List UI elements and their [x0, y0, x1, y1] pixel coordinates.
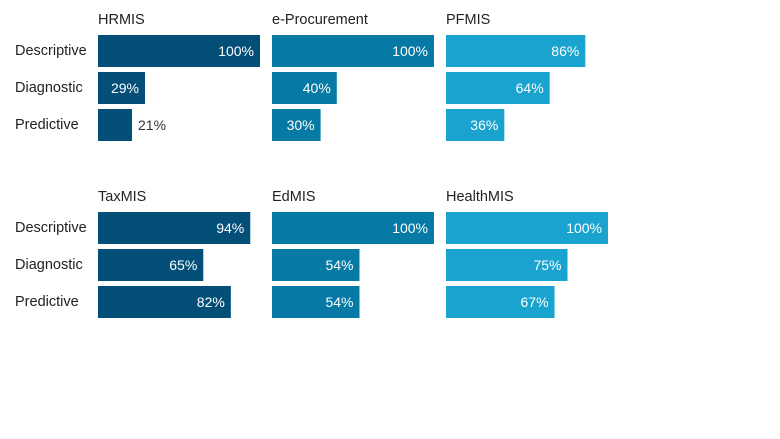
bar-healthmis-predictive	[446, 286, 555, 318]
value-label-edmis-predictive: 54%	[325, 294, 353, 310]
bar-e-procurement-predictive	[272, 109, 321, 141]
panel-title-edmis: EdMIS	[272, 189, 316, 205]
panel-title-hrmis: HRMIS	[98, 12, 145, 28]
panel-taxmis: TaxMIS 94% 65% 82%	[98, 189, 251, 318]
value-label-taxmis-descriptive: 94%	[216, 220, 244, 236]
value-label-healthmis-predictive: 67%	[521, 294, 549, 310]
panel-e-procurement: e-Procurement 100% 40% 30%	[272, 12, 434, 141]
row-label-predictive: Predictive	[15, 117, 79, 133]
bar-hrmis-predictive	[98, 109, 133, 141]
value-label-taxmis-predictive: 82%	[197, 294, 225, 310]
bar-edmis-predictive	[272, 286, 360, 318]
bar-edmis-descriptive	[272, 212, 434, 244]
bar-edmis-diagnostic	[272, 249, 360, 281]
value-label-hrmis-predictive: 21%	[138, 117, 166, 133]
value-label-hrmis-descriptive: 100%	[218, 43, 254, 59]
value-label-pfmis-descriptive: 86%	[551, 43, 579, 59]
panel-title-healthmis: HealthMIS	[446, 189, 514, 205]
bar-e-procurement-descriptive	[272, 35, 434, 67]
bar-e-procurement-diagnostic	[272, 72, 337, 104]
value-label-hrmis-diagnostic: 29%	[111, 80, 139, 96]
row-label-descriptive: Descriptive	[15, 43, 87, 59]
row-label-predictive: Predictive	[15, 294, 79, 310]
value-label-e-procurement-diagnostic: 40%	[303, 80, 331, 96]
row-label-diagnostic: Diagnostic	[15, 80, 83, 96]
value-label-e-procurement-predictive: 30%	[287, 117, 315, 133]
panel-title-taxmis: TaxMIS	[98, 189, 146, 205]
value-label-taxmis-diagnostic: 65%	[169, 257, 197, 273]
value-label-pfmis-predictive: 36%	[470, 117, 498, 133]
value-label-e-procurement-descriptive: 100%	[392, 43, 428, 59]
bar-pfmis-predictive	[446, 109, 505, 141]
panel-pfmis: PFMIS 86% 64% 36%	[446, 12, 586, 141]
value-label-pfmis-diagnostic: 64%	[516, 80, 544, 96]
value-label-edmis-descriptive: 100%	[392, 220, 428, 236]
row-label-diagnostic: Diagnostic	[15, 257, 83, 273]
bar-pfmis-descriptive	[446, 35, 586, 67]
bar-taxmis-predictive	[98, 286, 231, 318]
panel-hrmis: HRMIS 100% 29% 21%	[98, 12, 260, 141]
panel-title-pfmis: PFMIS	[446, 12, 490, 28]
row-label-descriptive: Descriptive	[15, 220, 87, 236]
panel-healthmis: HealthMIS 100% 75% 67%	[446, 189, 608, 318]
panel-edmis: EdMIS 100% 54% 54%	[272, 189, 434, 318]
panel-title-e-procurement: e-Procurement	[272, 12, 368, 28]
bar-hrmis-descriptive	[98, 35, 260, 67]
bar-taxmis-diagnostic	[98, 249, 204, 281]
bar-taxmis-descriptive	[98, 212, 251, 244]
value-label-edmis-diagnostic: 54%	[325, 257, 353, 273]
value-label-healthmis-descriptive: 100%	[566, 220, 602, 236]
bar-pfmis-diagnostic	[446, 72, 550, 104]
value-label-healthmis-diagnostic: 75%	[533, 257, 561, 273]
bar-hrmis-diagnostic	[98, 72, 145, 104]
bar-healthmis-diagnostic	[446, 249, 568, 281]
bar-healthmis-descriptive	[446, 212, 608, 244]
